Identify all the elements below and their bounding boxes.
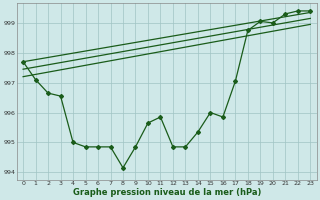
X-axis label: Graphe pression niveau de la mer (hPa): Graphe pression niveau de la mer (hPa) bbox=[73, 188, 261, 197]
